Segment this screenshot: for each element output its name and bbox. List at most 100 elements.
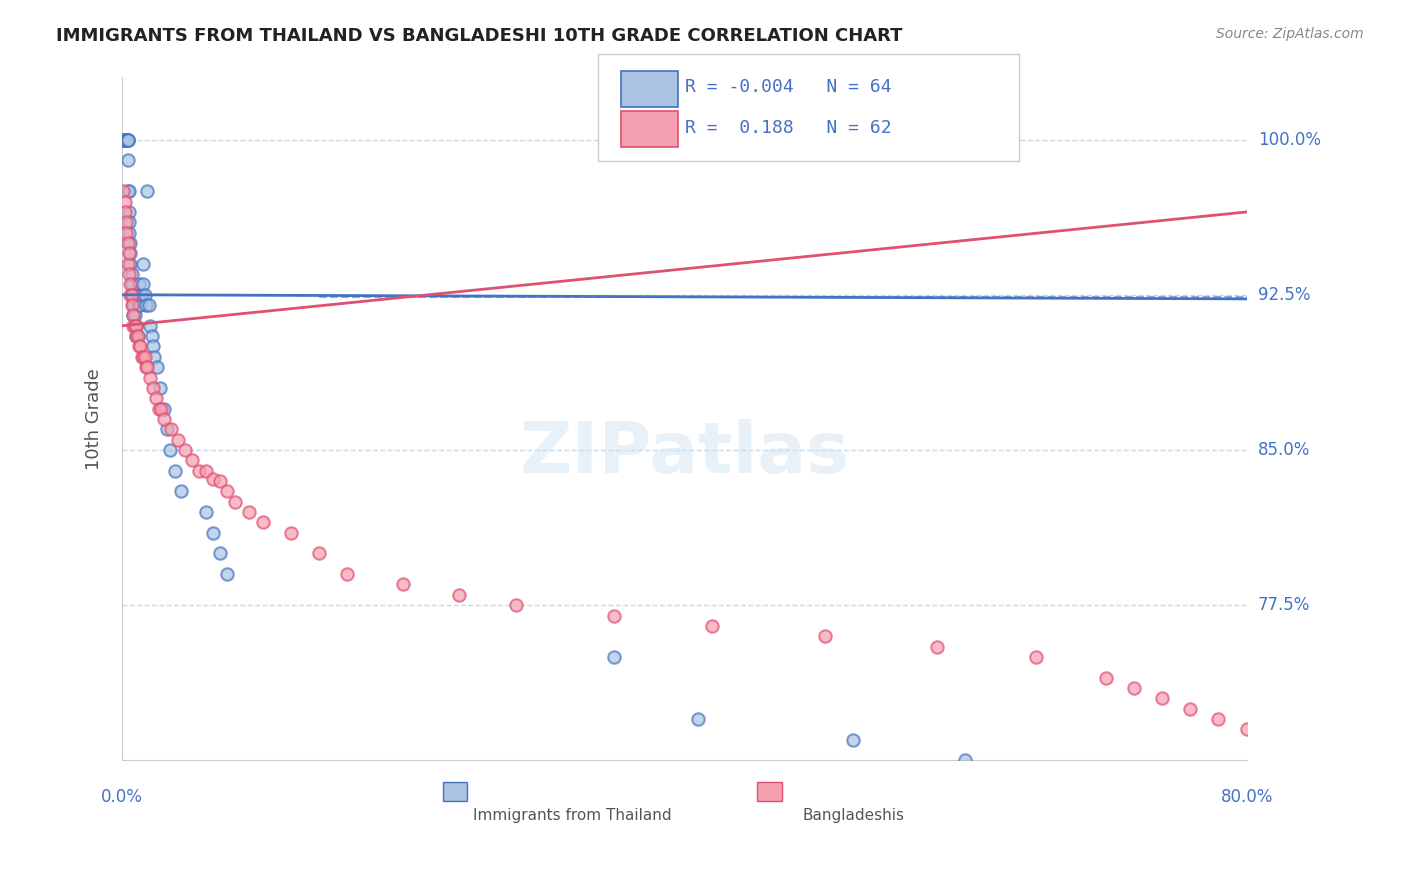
Point (238, 505, 260, 519)
Point (142, 381, 165, 395)
Point (688, 712, 710, 726)
Point (142, 339, 165, 353)
Point (128, 339, 150, 353)
Point (150, 401, 173, 416)
Point (114, 194, 136, 209)
Point (139, 318, 162, 333)
Point (149, 381, 172, 395)
Point (115, 132, 138, 146)
Point (165, 464, 187, 478)
Point (195, 464, 218, 478)
Point (842, 732, 865, 747)
Point (125, 318, 148, 333)
Point (117, 132, 139, 146)
Point (280, 525, 302, 540)
Point (125, 329, 148, 343)
Point (120, 257, 142, 271)
Point (121, 277, 143, 292)
Point (336, 567, 359, 582)
Point (121, 298, 143, 312)
Point (202, 472, 225, 486)
Point (122, 287, 145, 301)
Point (188, 464, 211, 478)
Point (181, 453, 204, 467)
Point (129, 339, 152, 353)
Text: 85.0%: 85.0% (1258, 441, 1310, 459)
Point (217, 484, 239, 499)
Point (131, 287, 153, 301)
Point (118, 215, 141, 229)
Point (124, 318, 146, 333)
Point (122, 298, 145, 312)
Point (129, 298, 152, 312)
Point (148, 401, 170, 416)
Point (156, 422, 179, 436)
Point (131, 350, 153, 364)
Point (392, 577, 415, 591)
Point (127, 287, 149, 301)
Point (209, 474, 232, 488)
Point (135, 360, 157, 375)
Point (702, 619, 724, 633)
Point (170, 484, 193, 499)
Point (136, 360, 159, 375)
Point (814, 629, 837, 643)
Point (122, 298, 145, 312)
Point (136, 184, 159, 198)
Text: Bangladeshis: Bangladeshis (801, 808, 904, 823)
Point (217, 567, 239, 582)
Point (167, 433, 190, 447)
Point (115, 226, 138, 240)
Point (120, 287, 142, 301)
Point (1152, 691, 1174, 706)
Point (115, 132, 138, 146)
Point (134, 287, 156, 301)
Point (114, 132, 136, 146)
Point (129, 287, 152, 301)
Point (174, 442, 197, 457)
Point (1095, 671, 1118, 685)
Text: ZIPatlas: ZIPatlas (519, 418, 849, 488)
Point (117, 132, 139, 146)
Point (202, 525, 225, 540)
Point (1025, 649, 1047, 664)
Point (1123, 681, 1146, 695)
Point (1250, 732, 1272, 747)
Point (143, 350, 166, 364)
Point (132, 277, 155, 292)
Point (505, 598, 527, 612)
Point (955, 753, 977, 767)
Text: 100.0%: 100.0% (1258, 130, 1320, 149)
Text: 80.0%: 80.0% (1220, 789, 1272, 806)
Point (209, 546, 232, 560)
Point (122, 309, 145, 323)
Text: Source: ZipAtlas.com: Source: ZipAtlas.com (1216, 27, 1364, 41)
Point (1208, 712, 1230, 726)
Point (128, 277, 150, 292)
Point (134, 350, 156, 364)
Point (146, 360, 169, 375)
Point (135, 298, 157, 312)
Point (114, 132, 136, 146)
Point (308, 546, 330, 560)
Point (112, 184, 135, 198)
Point (195, 505, 218, 519)
Point (114, 205, 136, 219)
Text: IMMIGRANTS FROM THAILAND VS BANGLADESHI 10TH GRADE CORRELATION CHART: IMMIGRANTS FROM THAILAND VS BANGLADESHI … (56, 27, 903, 45)
Point (124, 309, 146, 323)
Point (121, 287, 143, 301)
Point (132, 257, 155, 271)
Point (117, 184, 139, 198)
Point (145, 391, 167, 405)
Point (1236, 723, 1258, 737)
Point (115, 132, 138, 146)
Point (160, 422, 183, 436)
Text: 0.0%: 0.0% (101, 789, 143, 806)
Text: Immigrants from Thailand: Immigrants from Thailand (472, 808, 671, 823)
FancyBboxPatch shape (758, 782, 782, 801)
Point (114, 132, 136, 146)
Point (927, 640, 949, 654)
Point (118, 226, 141, 240)
Point (125, 318, 148, 333)
Point (125, 318, 148, 333)
